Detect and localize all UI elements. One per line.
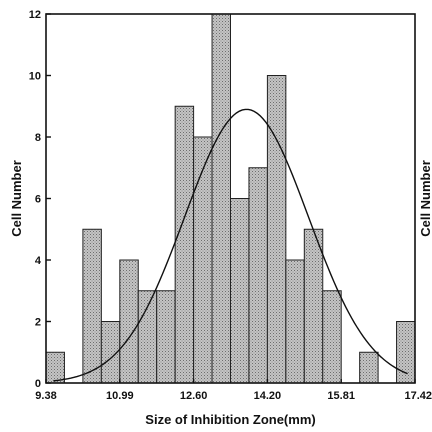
y-tick-label: 6 — [35, 194, 41, 206]
x-axis-ticks: 9.38 10.99 12.60 14.20 15.81 17.42 — [35, 379, 432, 402]
x-tick-label: 9.38 — [35, 390, 56, 402]
y-tick-label: 4 — [35, 255, 42, 267]
x-tick-label: 14.20 — [254, 390, 282, 402]
histogram-bar — [303, 228, 324, 384]
histogram-bar — [396, 321, 416, 384]
histogram-bar — [193, 136, 213, 384]
x-tick-label: 15.81 — [327, 390, 355, 402]
y-axis-ticks: 0 2 4 6 8 10 12 — [29, 9, 51, 390]
second-y-axis-title-partial: Cell Number — [418, 160, 432, 237]
x-tick-label: 10.99 — [106, 390, 134, 402]
histogram-bar — [211, 13, 232, 384]
histogram-bar — [82, 228, 102, 384]
histogram-bar — [285, 259, 305, 384]
y-tick-label: 0 — [35, 378, 41, 390]
histogram-bar — [230, 198, 250, 384]
histogram-bar — [45, 351, 65, 384]
histogram-bar — [174, 105, 195, 384]
y-axis-title: Cell Number — [9, 160, 24, 237]
histogram-bar — [137, 290, 158, 384]
histogram-bar — [266, 75, 287, 384]
y-tick-label: 2 — [35, 317, 41, 329]
histogram-bar — [156, 290, 176, 384]
y-tick-label: 8 — [35, 132, 41, 144]
y-tick-label: 12 — [29, 9, 41, 21]
histogram-bar — [359, 351, 379, 384]
x-tick-label: 17.42 — [404, 390, 432, 402]
bars-group — [45, 13, 416, 384]
normal-fit-curve — [53, 108, 408, 382]
x-axis-title: Size of Inhibition Zone(mm) — [145, 412, 315, 427]
histogram-bar — [119, 259, 139, 384]
histogram-bar — [322, 290, 342, 384]
x-tick-label: 12.60 — [180, 390, 208, 402]
histogram-bar — [248, 167, 268, 384]
y-tick-label: 10 — [29, 71, 41, 83]
